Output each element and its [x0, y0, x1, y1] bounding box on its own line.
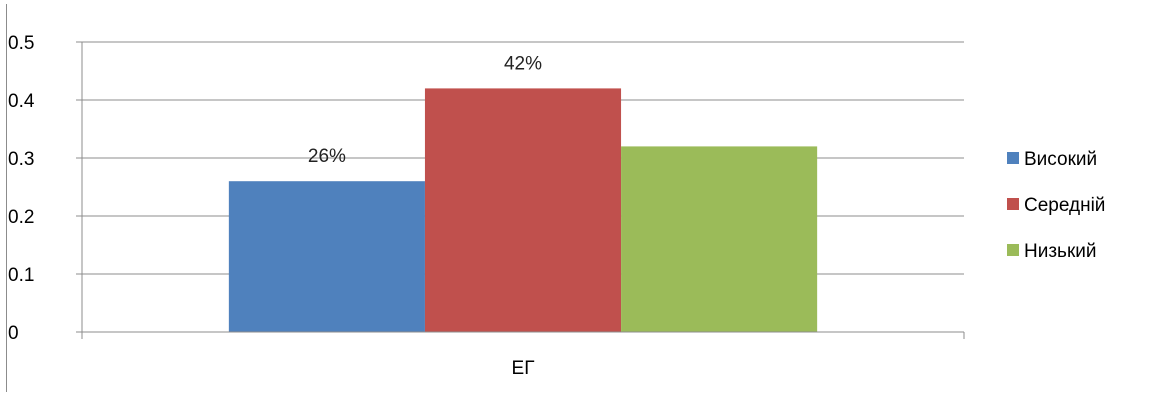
x-tick-label: ЕГ	[512, 358, 535, 379]
y-tick-label: 0.3	[8, 149, 34, 170]
legend-swatch	[1007, 198, 1019, 210]
x-axis: ЕГ	[76, 331, 965, 379]
y-axis: 0 0.1 0.2 0.3 0.4 0.5	[8, 33, 83, 344]
data-label: 42%	[504, 53, 542, 74]
bar-3	[621, 146, 818, 332]
y-tick-label: 0.1	[8, 265, 34, 286]
y-tick-label: 0.2	[8, 207, 34, 228]
chart-frame	[6, 4, 1149, 392]
y-tick-label: 0.5	[8, 33, 34, 54]
y-tick-label: 0	[8, 323, 19, 344]
bars	[228, 88, 818, 333]
data-labels: 26% 42%	[308, 53, 542, 167]
bar-2	[424, 88, 622, 333]
bar-1	[228, 181, 425, 332]
legend-label: Середній	[1024, 195, 1105, 216]
legend-label: Високий	[1024, 149, 1097, 170]
y-tick-label: 0.4	[8, 91, 35, 112]
legend-label: Низький	[1024, 241, 1096, 262]
legend-swatch	[1007, 244, 1019, 256]
legend: Високий Середній Низький	[1007, 149, 1105, 262]
legend-swatch	[1007, 152, 1019, 164]
data-label: 26%	[308, 146, 346, 167]
